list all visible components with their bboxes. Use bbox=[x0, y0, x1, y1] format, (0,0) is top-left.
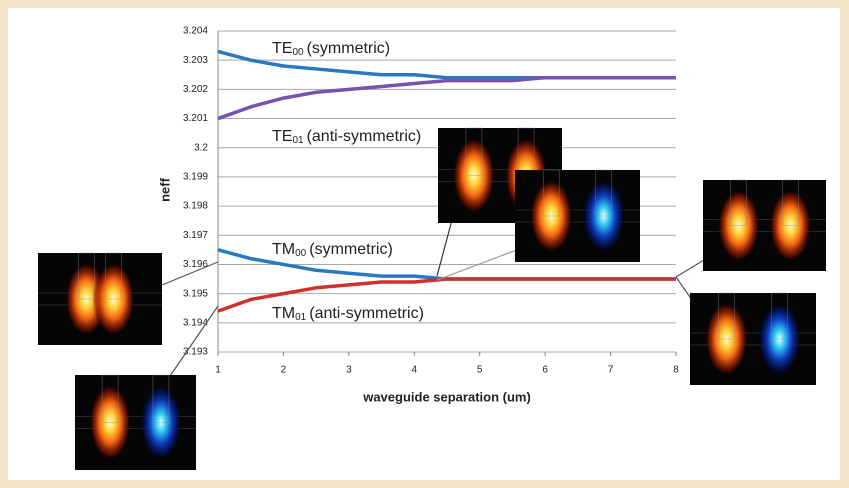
waveguide bbox=[78, 252, 95, 300]
annotation-sub: 00 bbox=[292, 47, 304, 58]
annotation: TM01 (anti-symmetric) bbox=[272, 305, 424, 322]
waveguide bbox=[465, 127, 483, 176]
waveguide bbox=[101, 374, 119, 423]
leader-line bbox=[675, 259, 705, 278]
series-line bbox=[217, 277, 676, 313]
mode-image bbox=[38, 252, 162, 345]
y-tick-label: 3.2 bbox=[194, 142, 208, 153]
x-tick-label: 1 bbox=[215, 365, 221, 376]
annotation-sub: 01 bbox=[292, 135, 304, 146]
annotation: TE00 (symmetric) bbox=[272, 40, 390, 57]
y-tick-label: 3.196 bbox=[183, 259, 208, 270]
x-tick-label: 7 bbox=[608, 365, 614, 376]
x-tick-label: 5 bbox=[477, 365, 483, 376]
leader-line bbox=[161, 261, 219, 286]
annotation-base: TE bbox=[272, 40, 292, 57]
y-tick-label: 3.197 bbox=[183, 230, 208, 241]
annotation-sub: 00 bbox=[295, 248, 307, 259]
waveguide bbox=[782, 179, 799, 226]
leader-line bbox=[436, 219, 453, 277]
annotation-text: (symmetric) bbox=[307, 40, 391, 57]
waveguide bbox=[595, 169, 613, 217]
y-tick-label: 3.194 bbox=[183, 317, 208, 328]
x-tick-label: 2 bbox=[281, 365, 287, 376]
y-tick-label: 3.198 bbox=[183, 201, 208, 212]
y-tick-label: 3.203 bbox=[183, 55, 208, 66]
y-tick-label: 3.201 bbox=[183, 113, 208, 124]
annotation-text: (anti-symmetric) bbox=[307, 128, 422, 145]
mode-image bbox=[515, 169, 640, 262]
y-tick-label: 3.202 bbox=[183, 84, 208, 95]
x-tick-label: 8 bbox=[673, 365, 679, 376]
x-axis-title: waveguide separation (um) bbox=[362, 389, 531, 404]
annotation-text: (symmetric) bbox=[309, 241, 393, 258]
annotation-base: TE bbox=[272, 128, 292, 145]
y-tick-label: 3.193 bbox=[183, 347, 208, 358]
waveguide bbox=[730, 179, 747, 226]
series-line bbox=[217, 75, 676, 121]
x-tick-label: 6 bbox=[542, 365, 548, 376]
waveguide bbox=[152, 374, 170, 423]
y-tick-label: 3.199 bbox=[183, 172, 208, 183]
mode-image bbox=[690, 292, 816, 385]
y-tick-label: 3.204 bbox=[183, 26, 208, 37]
annotation-sub: 01 bbox=[295, 312, 307, 323]
annotation-base: TM bbox=[272, 305, 295, 322]
leader-line bbox=[675, 276, 693, 301]
y-tick-label: 3.195 bbox=[183, 288, 208, 299]
waveguide bbox=[105, 252, 122, 300]
waveguide bbox=[718, 292, 735, 340]
mode-image bbox=[703, 179, 826, 271]
x-tick-label: 4 bbox=[412, 365, 418, 376]
x-tick-label: 3 bbox=[346, 365, 352, 376]
annotation: TM00 (symmetric) bbox=[272, 241, 393, 258]
waveguide bbox=[771, 292, 788, 340]
leader-line bbox=[436, 247, 523, 281]
annotation: TE01 (anti-symmetric) bbox=[272, 128, 421, 145]
mode-image bbox=[75, 374, 196, 470]
waveguide bbox=[542, 169, 560, 217]
leader-line bbox=[169, 305, 219, 377]
y-axis-title: neff bbox=[157, 177, 172, 202]
annotation-base: TM bbox=[272, 241, 295, 258]
annotation-text: (anti-symmetric) bbox=[309, 305, 424, 322]
